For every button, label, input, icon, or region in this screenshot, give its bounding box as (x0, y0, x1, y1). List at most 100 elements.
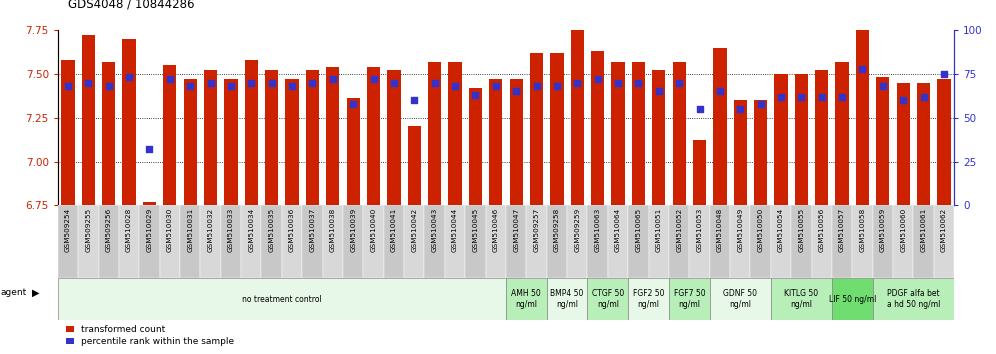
Bar (383, 205, 404, 278)
Text: BMP4 50
ng/ml: BMP4 50 ng/ml (551, 290, 584, 309)
Bar (262, 205, 282, 278)
Bar (937, 79, 950, 205)
Bar (832, 278, 872, 320)
Bar (245, 60, 258, 205)
Text: GDNF 50
ng/ml: GDNF 50 ng/ml (723, 290, 757, 309)
Text: GSM510045: GSM510045 (472, 207, 478, 252)
Point (264, 80, 280, 85)
Text: GSM510028: GSM510028 (126, 207, 132, 252)
Point (426, 80, 442, 85)
Text: GSM510063: GSM510063 (595, 207, 601, 252)
Bar (832, 205, 853, 278)
Text: GSM509255: GSM509255 (86, 207, 92, 252)
Bar (62, 60, 75, 205)
Bar (612, 62, 624, 205)
Point (611, 80, 626, 85)
Point (305, 80, 321, 85)
Bar (631, 62, 645, 205)
Bar (139, 205, 159, 278)
Bar (771, 205, 791, 278)
Bar (407, 126, 421, 205)
Bar (506, 205, 526, 278)
Bar (58, 205, 78, 278)
Bar (526, 205, 547, 278)
Text: GSM509259: GSM509259 (575, 207, 581, 252)
Text: GSM510039: GSM510039 (351, 207, 357, 252)
Point (895, 97, 911, 103)
Text: GSM510062: GSM510062 (941, 207, 947, 252)
Text: GSM510049: GSM510049 (737, 207, 743, 252)
Text: GSM510033: GSM510033 (228, 207, 234, 252)
Point (874, 83, 890, 89)
Bar (123, 39, 135, 205)
Bar (571, 21, 584, 205)
Bar (142, 202, 156, 205)
Text: AMH 50
ng/ml: AMH 50 ng/ml (512, 290, 541, 309)
Bar (78, 205, 99, 278)
Bar (689, 205, 710, 278)
Bar (672, 62, 686, 205)
Text: GSM510034: GSM510034 (248, 207, 254, 252)
Text: GSM509254: GSM509254 (65, 207, 71, 252)
Text: GSM510041: GSM510041 (390, 207, 397, 252)
Text: FGF2 50
ng/ml: FGF2 50 ng/ml (632, 290, 664, 309)
Bar (99, 205, 119, 278)
Bar (445, 205, 465, 278)
Point (753, 101, 769, 107)
Bar (896, 82, 910, 205)
Bar (713, 47, 726, 205)
Bar (588, 205, 608, 278)
Bar (710, 205, 730, 278)
Bar (367, 67, 380, 205)
Bar (159, 205, 180, 278)
Point (732, 106, 748, 112)
Bar (530, 53, 543, 205)
Bar (853, 205, 872, 278)
Bar (221, 205, 241, 278)
Point (386, 80, 402, 85)
Bar (815, 70, 829, 205)
Text: PDGF alfa bet
a hd 50 ng/ml: PDGF alfa bet a hd 50 ng/ml (886, 290, 940, 309)
Text: GSM510055: GSM510055 (799, 207, 805, 252)
Point (488, 83, 504, 89)
Bar (469, 88, 482, 205)
Point (182, 83, 198, 89)
Bar (364, 205, 383, 278)
Bar (669, 205, 689, 278)
Bar (588, 278, 628, 320)
Bar (547, 278, 588, 320)
Bar (183, 79, 197, 205)
Bar (693, 141, 706, 205)
Bar (893, 205, 913, 278)
Point (570, 80, 586, 85)
Text: GSM510038: GSM510038 (330, 207, 336, 252)
Text: GSM510051: GSM510051 (655, 207, 661, 252)
Bar (774, 74, 788, 205)
Text: GSM509256: GSM509256 (106, 207, 112, 252)
Bar (343, 205, 364, 278)
Point (81, 80, 97, 85)
Bar (913, 205, 934, 278)
Bar (180, 205, 200, 278)
Bar (730, 205, 750, 278)
Text: GSM510064: GSM510064 (615, 207, 622, 252)
Text: GSM510056: GSM510056 (819, 207, 825, 252)
Point (60, 83, 76, 89)
Bar (506, 278, 547, 320)
Point (936, 71, 952, 77)
Bar (424, 205, 445, 278)
Bar (648, 205, 669, 278)
Bar (204, 70, 217, 205)
Text: GSM510058: GSM510058 (860, 207, 866, 252)
Bar (224, 79, 238, 205)
Point (122, 75, 137, 80)
Text: agent: agent (1, 288, 27, 297)
Bar (404, 205, 424, 278)
Point (141, 147, 157, 152)
Bar (486, 205, 506, 278)
Bar (669, 278, 710, 320)
Bar (547, 205, 567, 278)
Text: GSM510057: GSM510057 (839, 207, 846, 252)
Text: GSM510047: GSM510047 (513, 207, 519, 252)
Point (223, 83, 239, 89)
